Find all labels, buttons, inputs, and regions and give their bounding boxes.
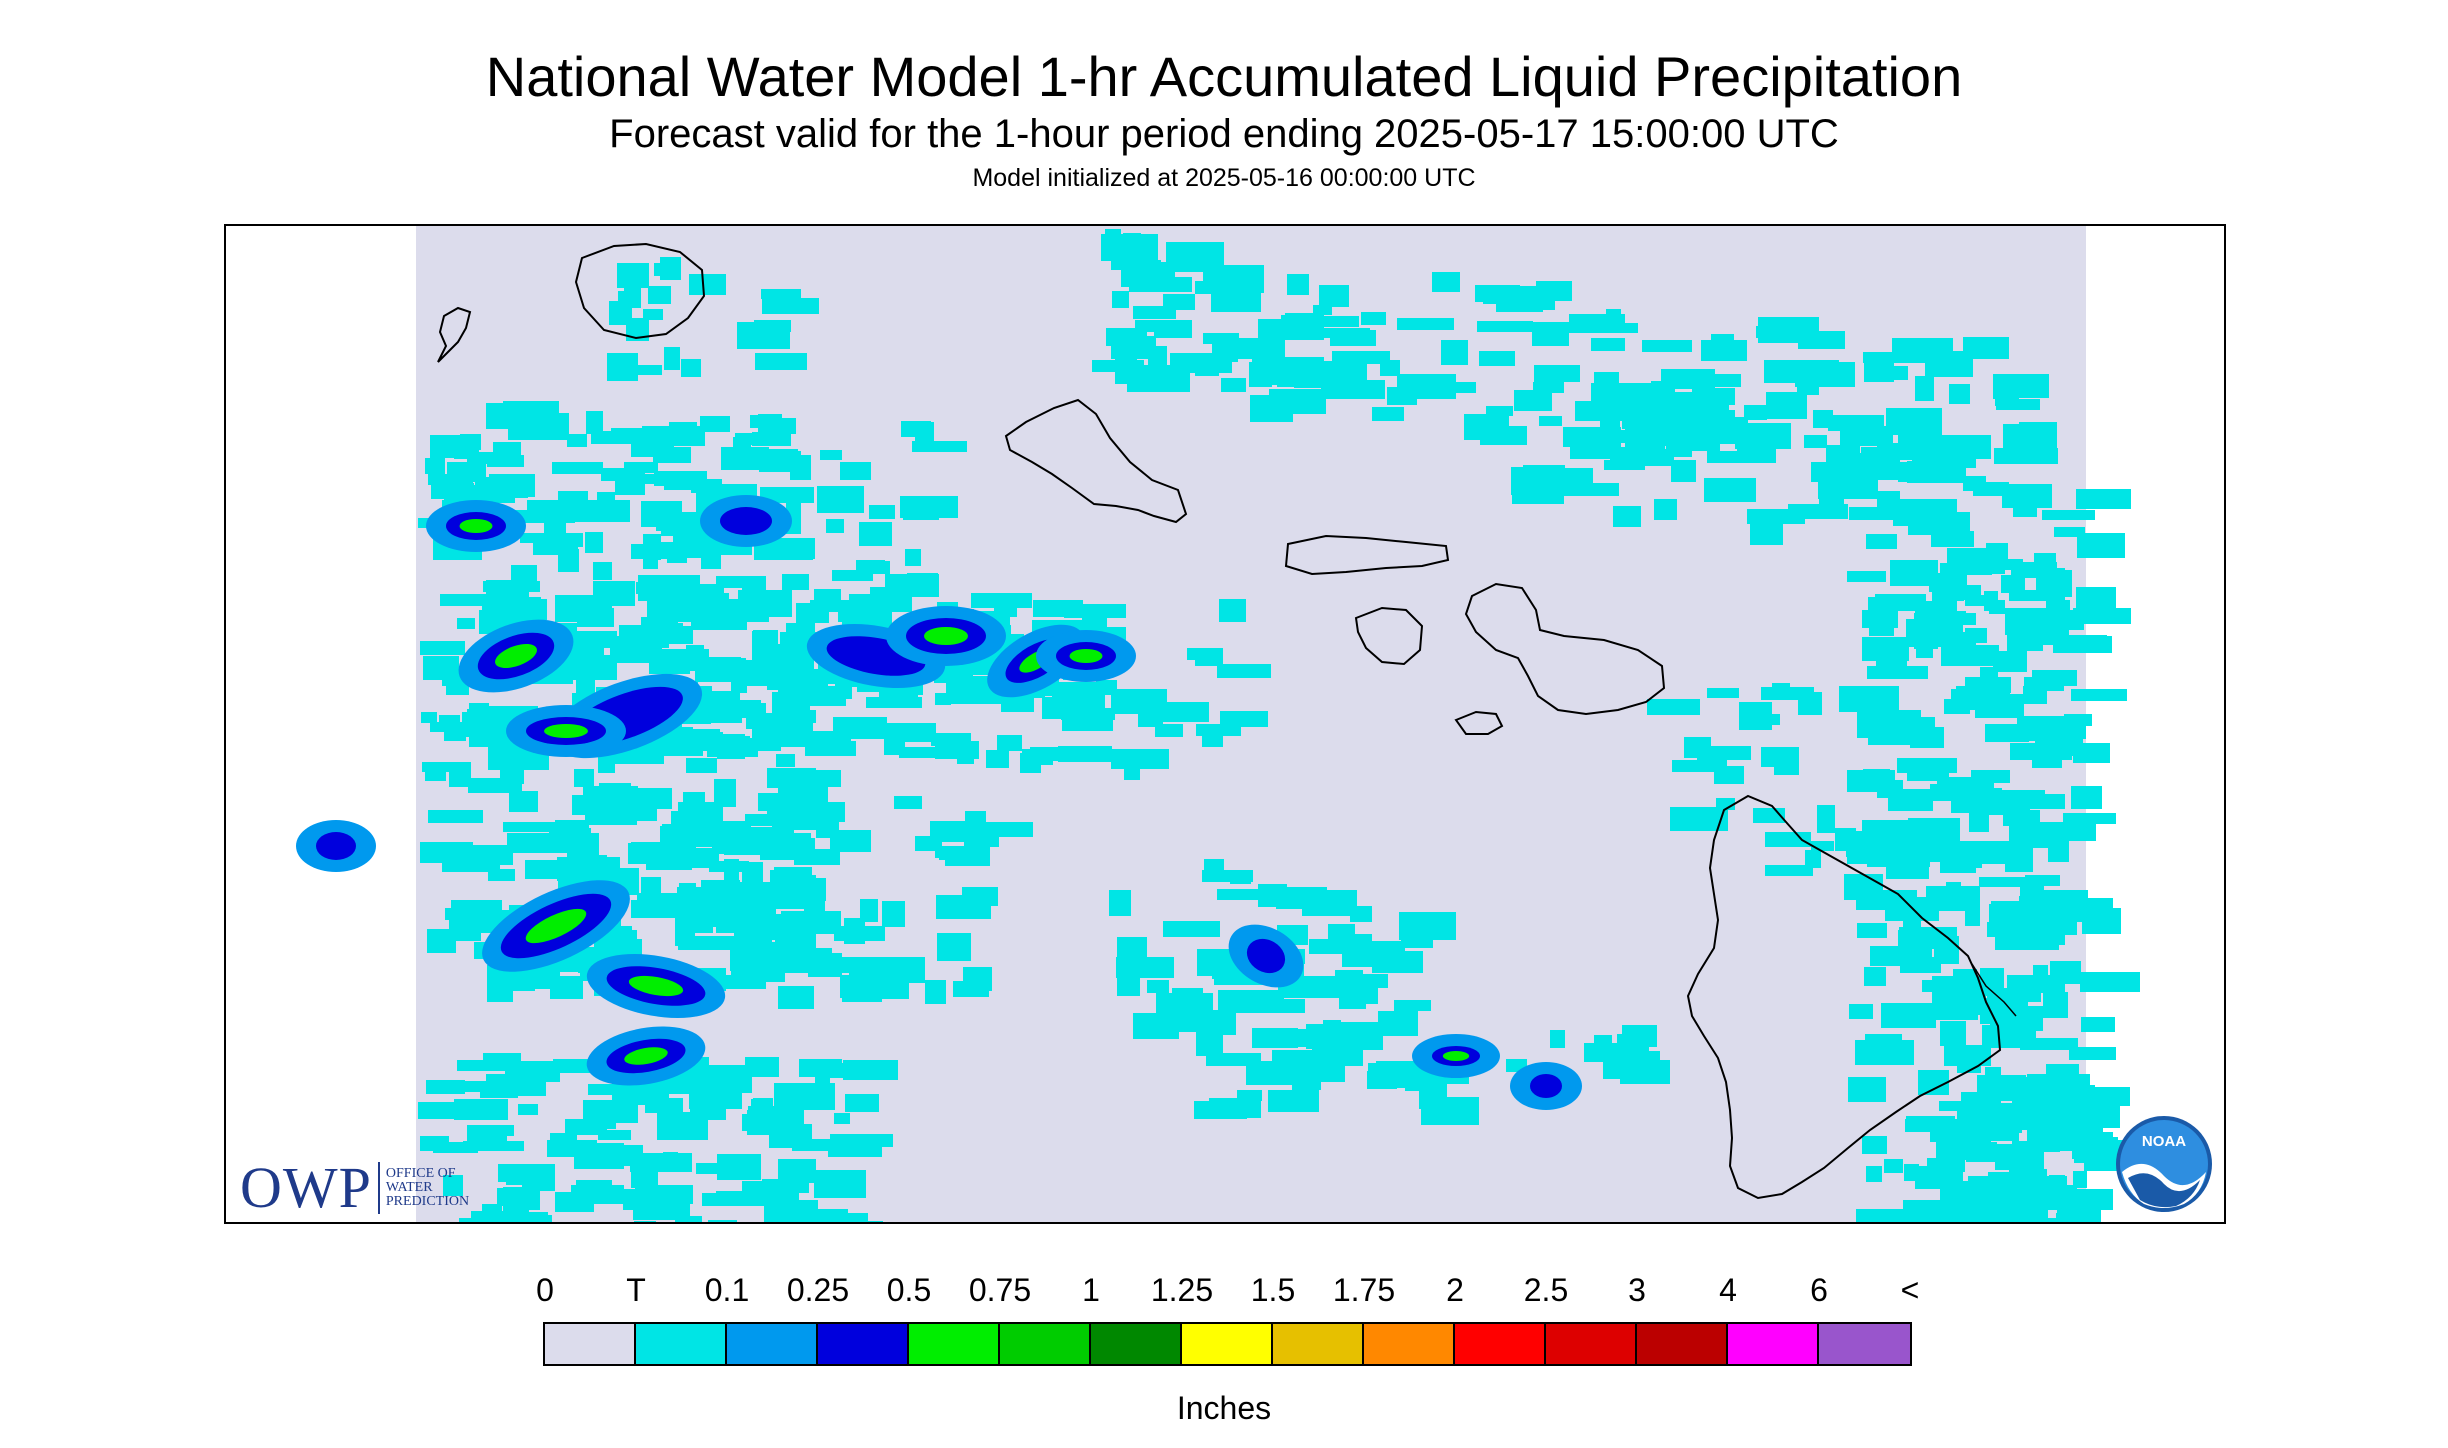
chart-title: National Water Model 1-hr Accumulated Li… <box>485 45 1963 108</box>
legend-swatch <box>1546 1324 1637 1364</box>
legend-swatch <box>636 1324 727 1364</box>
legend-swatch <box>1273 1324 1364 1364</box>
legend-swatch <box>909 1324 1000 1364</box>
legend-swatch <box>1364 1324 1455 1364</box>
coast-kahoolawe <box>1454 710 1504 735</box>
legend-swatch <box>1637 1324 1728 1364</box>
coast-hawaii <box>1686 794 2002 1200</box>
precip-core-peak <box>924 627 968 645</box>
legend-label: 6 <box>1810 1272 1828 1308</box>
model-init-line: Model initialized at 2025-05-16 00:00:00… <box>972 164 1476 192</box>
precip-core <box>1530 1074 1562 1098</box>
coastlines <box>437 242 2017 1200</box>
owp-line-3: PREDICTION <box>385 1193 470 1209</box>
legend-label: 0.25 <box>786 1272 850 1308</box>
coast-lanai <box>1354 606 1424 666</box>
legend-swatch <box>727 1324 818 1364</box>
legend-units: Inches <box>1176 1390 1272 1426</box>
noaa-text: NOAA <box>2142 1133 2186 1150</box>
precip-core-peak <box>544 724 588 738</box>
precip-core <box>316 832 356 860</box>
noaa-logo: NOAA <box>2116 1116 2212 1212</box>
precip-core-peak <box>1442 1051 1470 1061</box>
legend-swatch <box>818 1324 909 1364</box>
legend-swatch <box>1455 1324 1546 1364</box>
coast-maui <box>1464 582 1666 716</box>
precip-map <box>226 226 2224 1222</box>
legend-label: 0.75 <box>968 1272 1032 1308</box>
legend-colorbar <box>543 1322 1912 1366</box>
coast-hawaii-inner <box>1971 963 2017 1017</box>
legend-swatch <box>1182 1324 1273 1364</box>
precip-layer <box>226 226 2224 1222</box>
owp-divider <box>377 1161 380 1214</box>
legend-label: < <box>1900 1272 1920 1308</box>
precip-core <box>1246 938 1286 974</box>
owp-logo: OWP OFFICE OF WATER PREDICTION <box>240 1154 536 1221</box>
coast-niihau <box>437 306 472 363</box>
legend-swatch <box>1819 1324 1910 1364</box>
legend-swatch <box>545 1324 636 1364</box>
owp-wordmark: OFFICE OF WATER PREDICTION <box>385 1165 536 1209</box>
legend-label: 1.75 <box>1332 1272 1396 1308</box>
precip-core-peak <box>628 975 684 997</box>
legend-label: 4 <box>1719 1272 1737 1308</box>
legend-label: 0.1 <box>704 1272 750 1308</box>
precip-core <box>720 507 772 535</box>
chart-subtitle: Forecast valid for the 1-hour period end… <box>609 112 1839 156</box>
coast-molokai <box>1284 534 1450 576</box>
legend-label: T <box>626 1272 646 1308</box>
precip-core-peak <box>624 1047 668 1065</box>
owp-line-1: OFFICE OF <box>385 1165 456 1181</box>
legend-label: 1.25 <box>1150 1272 1214 1308</box>
legend-label: 0.5 <box>886 1272 932 1308</box>
legend-swatch <box>1000 1324 1091 1364</box>
legend-swatch <box>1091 1324 1182 1364</box>
owp-mark: OWP <box>240 1155 372 1220</box>
precip-core-peak <box>459 519 493 533</box>
legend-label: 1 <box>1082 1272 1100 1308</box>
precip-core-peak <box>525 908 587 944</box>
legend-swatch <box>1728 1324 1819 1364</box>
legend-label: 0 <box>536 1272 554 1308</box>
legend-label: 1.5 <box>1250 1272 1296 1308</box>
precip-core-peak <box>495 643 537 669</box>
coast-oahu <box>1004 398 1188 524</box>
legend-label: 2.5 <box>1523 1272 1569 1308</box>
legend-label: 3 <box>1628 1272 1646 1308</box>
map-frame: OWP OFFICE OF WATER PREDICTION NOAA <box>224 224 2226 1224</box>
legend-label: 2 <box>1446 1272 1464 1308</box>
owp-line-2: WATER <box>385 1179 433 1195</box>
coast-kauai <box>574 242 706 340</box>
precip-core-peak <box>1069 649 1103 663</box>
